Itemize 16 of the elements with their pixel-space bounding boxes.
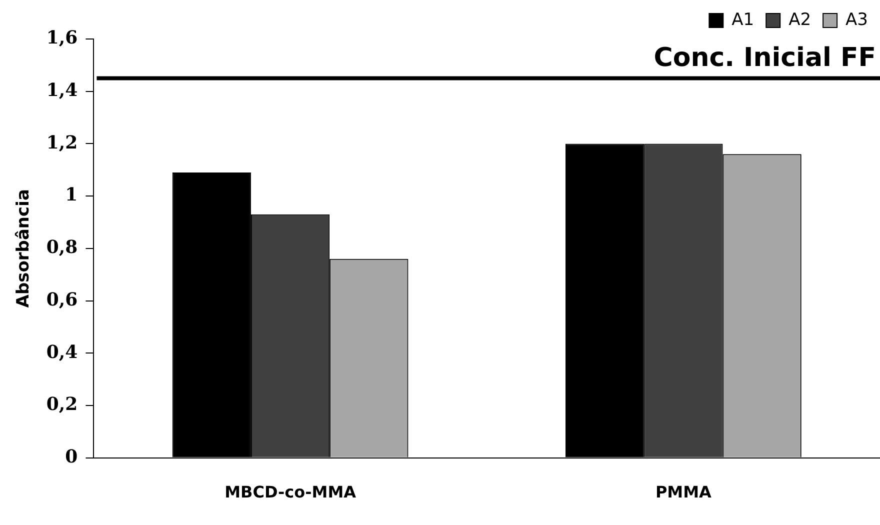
legend-label: A3 bbox=[846, 10, 868, 30]
y-tick-label: 0,4 bbox=[46, 342, 78, 363]
x-tick-label: MBCD-co-MMA bbox=[224, 482, 357, 502]
y-tick-label: 1,2 bbox=[46, 132, 78, 154]
legend-label: A1 bbox=[732, 10, 754, 30]
y-tick-label: 1,6 bbox=[46, 28, 78, 49]
y-tick-label: 0,2 bbox=[46, 394, 78, 416]
y-tick-label: 1 bbox=[65, 184, 78, 206]
y-tick-label: 0 bbox=[65, 446, 78, 468]
y-tick-label: 1,4 bbox=[46, 80, 78, 102]
legend-label: A2 bbox=[788, 10, 812, 30]
x-tick-label: PMMA bbox=[655, 482, 712, 502]
y-axis-title: Absorbância bbox=[14, 189, 34, 308]
y-tick-label: 0,6 bbox=[46, 289, 78, 310]
y-tick-label: 0,8 bbox=[46, 237, 78, 258]
ref-line-label: Conc. Inicial FF bbox=[654, 43, 876, 74]
